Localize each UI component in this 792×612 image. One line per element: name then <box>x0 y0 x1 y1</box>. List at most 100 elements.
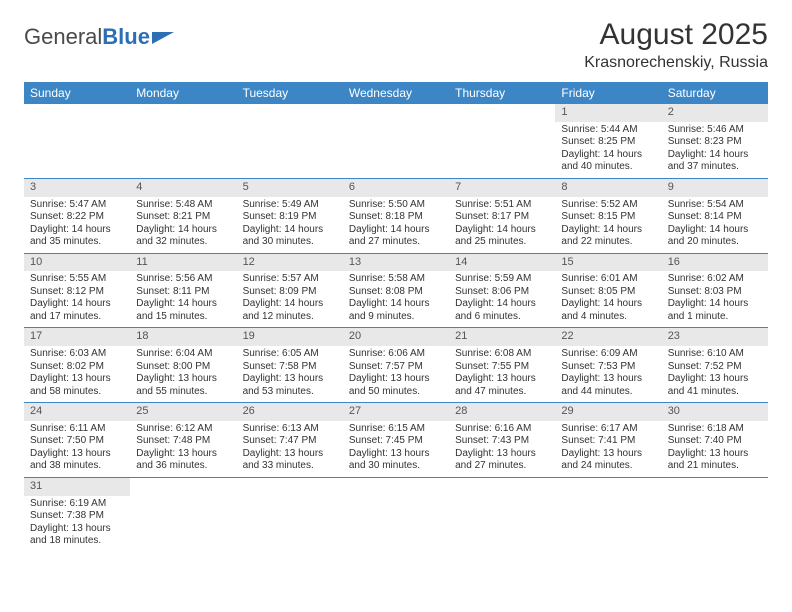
calendar-cell: 28Sunrise: 6:16 AMSunset: 7:43 PMDayligh… <box>449 403 555 478</box>
daylight-text: Daylight: 13 hours and 27 minutes. <box>455 448 549 473</box>
day-number: 9 <box>662 179 768 197</box>
daylight-text: Daylight: 14 hours and 40 minutes. <box>561 149 655 174</box>
weekday-header: Saturday <box>662 82 768 104</box>
sunset-text: Sunset: 8:21 PM <box>136 211 230 224</box>
daylight-text: Daylight: 14 hours and 6 minutes. <box>455 298 549 323</box>
sunset-text: Sunset: 8:02 PM <box>30 361 124 374</box>
sunrise-text: Sunrise: 5:51 AM <box>455 199 549 212</box>
sunset-text: Sunset: 8:18 PM <box>349 211 443 224</box>
sunset-text: Sunset: 8:22 PM <box>30 211 124 224</box>
flag-icon <box>152 28 176 46</box>
calendar-cell <box>449 104 555 178</box>
sunrise-text: Sunrise: 5:52 AM <box>561 199 655 212</box>
day-details: Sunrise: 6:06 AMSunset: 7:57 PMDaylight:… <box>343 346 449 402</box>
daylight-text: Daylight: 13 hours and 33 minutes. <box>243 448 337 473</box>
sunrise-text: Sunrise: 6:12 AM <box>136 423 230 436</box>
daylight-text: Daylight: 13 hours and 36 minutes. <box>136 448 230 473</box>
calendar-row: 24Sunrise: 6:11 AMSunset: 7:50 PMDayligh… <box>24 403 768 478</box>
calendar-cell <box>130 104 236 178</box>
sunrise-text: Sunrise: 6:08 AM <box>455 348 549 361</box>
calendar-cell: 20Sunrise: 6:06 AMSunset: 7:57 PMDayligh… <box>343 328 449 403</box>
daylight-text: Daylight: 13 hours and 21 minutes. <box>668 448 762 473</box>
day-details: Sunrise: 5:46 AMSunset: 8:23 PMDaylight:… <box>662 122 768 178</box>
day-number: 3 <box>24 179 130 197</box>
sunset-text: Sunset: 8:03 PM <box>668 286 762 299</box>
day-number: 12 <box>237 254 343 272</box>
calendar-cell: 4Sunrise: 5:48 AMSunset: 8:21 PMDaylight… <box>130 178 236 253</box>
day-details: Sunrise: 6:09 AMSunset: 7:53 PMDaylight:… <box>555 346 661 402</box>
day-details: Sunrise: 6:18 AMSunset: 7:40 PMDaylight:… <box>662 421 768 477</box>
weekday-header: Tuesday <box>237 82 343 104</box>
calendar-cell: 6Sunrise: 5:50 AMSunset: 8:18 PMDaylight… <box>343 178 449 253</box>
day-details: Sunrise: 5:52 AMSunset: 8:15 PMDaylight:… <box>555 197 661 253</box>
daylight-text: Daylight: 14 hours and 17 minutes. <box>30 298 124 323</box>
sunrise-text: Sunrise: 5:58 AM <box>349 273 443 286</box>
day-details: Sunrise: 6:02 AMSunset: 8:03 PMDaylight:… <box>662 271 768 327</box>
day-details: Sunrise: 6:01 AMSunset: 8:05 PMDaylight:… <box>555 271 661 327</box>
calendar-row: 31Sunrise: 6:19 AMSunset: 7:38 PMDayligh… <box>24 477 768 551</box>
day-number: 6 <box>343 179 449 197</box>
sunrise-text: Sunrise: 6:19 AM <box>30 498 124 511</box>
day-details: Sunrise: 6:16 AMSunset: 7:43 PMDaylight:… <box>449 421 555 477</box>
sunrise-text: Sunrise: 6:04 AM <box>136 348 230 361</box>
weekday-header-row: Sunday Monday Tuesday Wednesday Thursday… <box>24 82 768 104</box>
day-details: Sunrise: 5:48 AMSunset: 8:21 PMDaylight:… <box>130 197 236 253</box>
daylight-text: Daylight: 13 hours and 53 minutes. <box>243 373 337 398</box>
sunset-text: Sunset: 8:05 PM <box>561 286 655 299</box>
day-details: Sunrise: 6:15 AMSunset: 7:45 PMDaylight:… <box>343 421 449 477</box>
day-details: Sunrise: 5:57 AMSunset: 8:09 PMDaylight:… <box>237 271 343 327</box>
brand-part2: Blue <box>102 24 150 50</box>
sunrise-text: Sunrise: 6:10 AM <box>668 348 762 361</box>
daylight-text: Daylight: 14 hours and 12 minutes. <box>243 298 337 323</box>
day-number: 11 <box>130 254 236 272</box>
sunset-text: Sunset: 8:19 PM <box>243 211 337 224</box>
calendar-cell: 9Sunrise: 5:54 AMSunset: 8:14 PMDaylight… <box>662 178 768 253</box>
day-number: 22 <box>555 328 661 346</box>
sunset-text: Sunset: 8:00 PM <box>136 361 230 374</box>
sunset-text: Sunset: 7:40 PM <box>668 435 762 448</box>
sunset-text: Sunset: 7:55 PM <box>455 361 549 374</box>
calendar-cell: 10Sunrise: 5:55 AMSunset: 8:12 PMDayligh… <box>24 253 130 328</box>
calendar-cell <box>449 477 555 551</box>
month-title: August 2025 <box>584 18 768 52</box>
weekday-header: Friday <box>555 82 661 104</box>
calendar-cell: 30Sunrise: 6:18 AMSunset: 7:40 PMDayligh… <box>662 403 768 478</box>
sunset-text: Sunset: 8:14 PM <box>668 211 762 224</box>
calendar-cell: 7Sunrise: 5:51 AMSunset: 8:17 PMDaylight… <box>449 178 555 253</box>
sunrise-text: Sunrise: 6:01 AM <box>561 273 655 286</box>
calendar-cell: 3Sunrise: 5:47 AMSunset: 8:22 PMDaylight… <box>24 178 130 253</box>
day-details: Sunrise: 5:50 AMSunset: 8:18 PMDaylight:… <box>343 197 449 253</box>
day-details: Sunrise: 6:12 AMSunset: 7:48 PMDaylight:… <box>130 421 236 477</box>
day-number: 23 <box>662 328 768 346</box>
day-details: Sunrise: 5:54 AMSunset: 8:14 PMDaylight:… <box>662 197 768 253</box>
day-details: Sunrise: 6:08 AMSunset: 7:55 PMDaylight:… <box>449 346 555 402</box>
day-number: 14 <box>449 254 555 272</box>
calendar-row: 17Sunrise: 6:03 AMSunset: 8:02 PMDayligh… <box>24 328 768 403</box>
day-number: 26 <box>237 403 343 421</box>
day-number: 27 <box>343 403 449 421</box>
day-details: Sunrise: 6:17 AMSunset: 7:41 PMDaylight:… <box>555 421 661 477</box>
sunset-text: Sunset: 8:11 PM <box>136 286 230 299</box>
day-number: 5 <box>237 179 343 197</box>
day-number: 15 <box>555 254 661 272</box>
calendar-cell: 31Sunrise: 6:19 AMSunset: 7:38 PMDayligh… <box>24 477 130 551</box>
day-details: Sunrise: 6:13 AMSunset: 7:47 PMDaylight:… <box>237 421 343 477</box>
sunset-text: Sunset: 8:25 PM <box>561 136 655 149</box>
calendar-cell: 11Sunrise: 5:56 AMSunset: 8:11 PMDayligh… <box>130 253 236 328</box>
calendar-cell: 1Sunrise: 5:44 AMSunset: 8:25 PMDaylight… <box>555 104 661 178</box>
calendar-cell: 18Sunrise: 6:04 AMSunset: 8:00 PMDayligh… <box>130 328 236 403</box>
sunset-text: Sunset: 7:45 PM <box>349 435 443 448</box>
day-details: Sunrise: 6:04 AMSunset: 8:00 PMDaylight:… <box>130 346 236 402</box>
daylight-text: Daylight: 14 hours and 1 minute. <box>668 298 762 323</box>
calendar-cell: 14Sunrise: 5:59 AMSunset: 8:06 PMDayligh… <box>449 253 555 328</box>
sunrise-text: Sunrise: 5:47 AM <box>30 199 124 212</box>
daylight-text: Daylight: 13 hours and 50 minutes. <box>349 373 443 398</box>
daylight-text: Daylight: 13 hours and 44 minutes. <box>561 373 655 398</box>
daylight-text: Daylight: 13 hours and 18 minutes. <box>30 523 124 548</box>
daylight-text: Daylight: 14 hours and 22 minutes. <box>561 224 655 249</box>
sunset-text: Sunset: 8:12 PM <box>30 286 124 299</box>
day-details: Sunrise: 6:11 AMSunset: 7:50 PMDaylight:… <box>24 421 130 477</box>
sunset-text: Sunset: 7:53 PM <box>561 361 655 374</box>
calendar-cell: 16Sunrise: 6:02 AMSunset: 8:03 PMDayligh… <box>662 253 768 328</box>
sunset-text: Sunset: 7:38 PM <box>30 510 124 523</box>
